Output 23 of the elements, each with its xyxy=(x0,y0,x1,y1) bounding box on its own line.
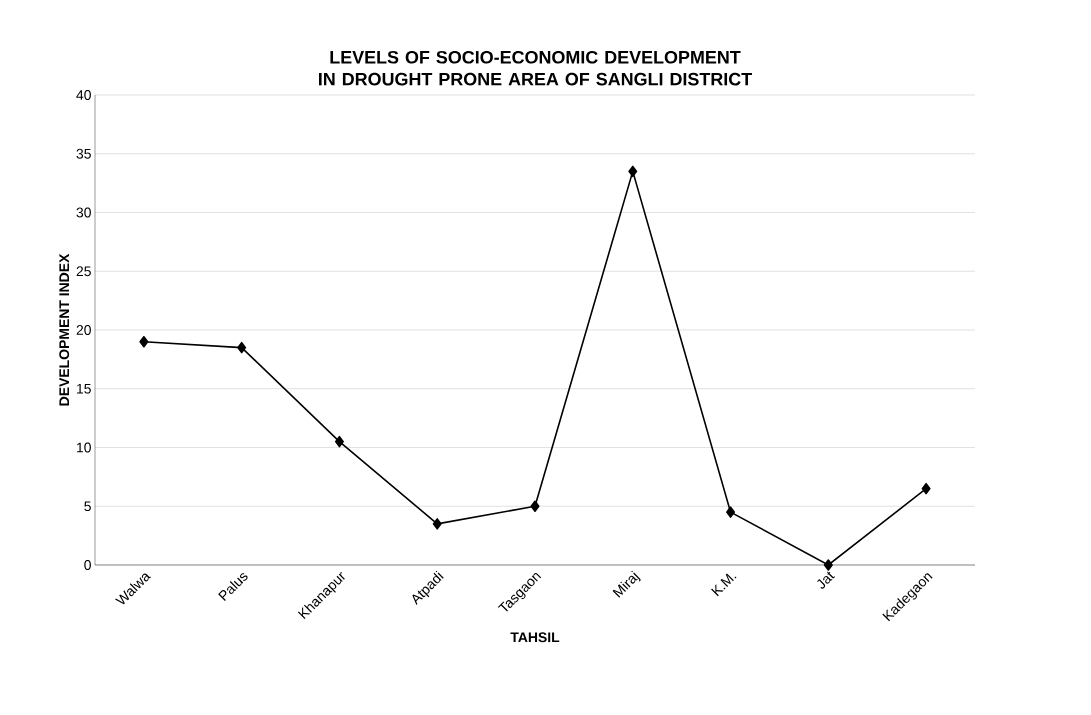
point xyxy=(628,165,638,178)
point xyxy=(921,482,931,495)
point xyxy=(726,506,736,518)
y-tick-label: 35 xyxy=(76,148,91,159)
y-tick-label: 5 xyxy=(84,501,91,512)
point xyxy=(139,335,149,348)
y-tick-label: 10 xyxy=(77,442,91,453)
point xyxy=(432,518,442,530)
y-axis-title: DEVELOPMENT INDEX xyxy=(59,253,70,406)
point xyxy=(530,500,540,513)
chart-title: LEVELS OF SOCIO-ECONOMIC DEVELOPMENT IN DROUGHT PRONE AREA OF SANGLI DISTRICT xyxy=(319,50,752,86)
x-tick-label: K.M. xyxy=(711,573,737,597)
point xyxy=(334,435,344,448)
y-tick-label: 20 xyxy=(76,325,91,335)
y-tick-label: 15 xyxy=(77,383,91,394)
y-tick-label: 40 xyxy=(76,90,91,100)
x-tick-label: Jat xyxy=(817,571,836,589)
point xyxy=(823,559,833,571)
point xyxy=(237,341,247,354)
x-axis-title: TAHSIL xyxy=(510,632,560,643)
y-tick-label: 0 xyxy=(84,560,91,570)
y-tick-label: 25 xyxy=(76,266,91,277)
y-tick-label: 30 xyxy=(76,207,91,218)
